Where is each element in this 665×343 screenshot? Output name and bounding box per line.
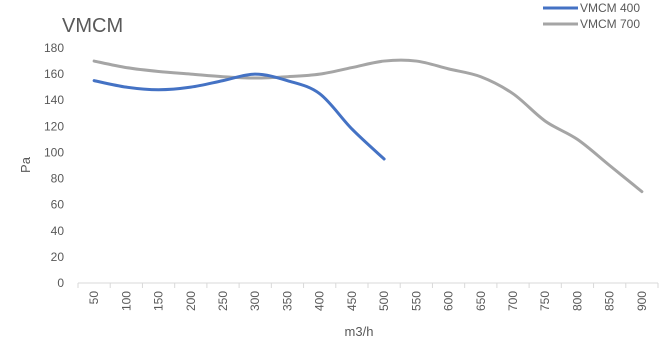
series-layer [92, 58, 644, 194]
x-tick-label: 800 [570, 291, 584, 311]
x-tick-label: 500 [377, 291, 391, 311]
chart-title: VMCM [62, 15, 123, 37]
x-tick-label: 550 [409, 291, 423, 311]
legend-label-vmcm-400: VMCM 400 [580, 1, 640, 15]
y-axis-label: Pa [18, 156, 33, 173]
x-axis-label: m3/h [345, 324, 374, 339]
y-tick-label: 80 [51, 172, 65, 186]
x-tick-label: 750 [538, 291, 552, 311]
x-tick-label: 900 [635, 291, 649, 311]
series-line-vmcm-400 [92, 72, 386, 161]
series-line-vmcm-700 [92, 58, 644, 194]
legend: VMCM 400 VMCM 700 [543, 1, 640, 31]
y-tick-label: 100 [44, 145, 64, 159]
y-tick-label: 120 [44, 119, 64, 133]
axes: 0 20 40 60 80 100 120 140 160 180 50 100 150 200 250 30… [44, 41, 659, 311]
x-tick-label: 300 [248, 291, 262, 311]
x-tick-label: 250 [216, 291, 230, 311]
y-tick-label: 0 [57, 276, 64, 290]
x-tick-label: 150 [152, 291, 166, 311]
legend-label-vmcm-700: VMCM 700 [580, 17, 640, 31]
x-tick-label: 850 [603, 291, 617, 311]
y-tick-label: 180 [44, 41, 64, 55]
y-tick-label: 60 [51, 198, 65, 212]
x-tick-label: 350 [280, 291, 294, 311]
x-tick-label: 100 [119, 291, 133, 311]
y-tick-label: 160 [44, 67, 64, 81]
y-tick-label: 20 [51, 250, 65, 264]
x-tick-label: 450 [345, 291, 359, 311]
x-tick-label: 600 [442, 291, 456, 311]
x-tick-label: 700 [506, 291, 520, 311]
y-tick-label: 140 [44, 93, 64, 107]
x-tick-label: 50 [87, 291, 101, 305]
x-tick-label: 650 [474, 291, 488, 311]
y-tick-label: 40 [51, 224, 65, 238]
x-tick-label: 200 [184, 291, 198, 311]
x-tick-label: 400 [313, 291, 327, 311]
